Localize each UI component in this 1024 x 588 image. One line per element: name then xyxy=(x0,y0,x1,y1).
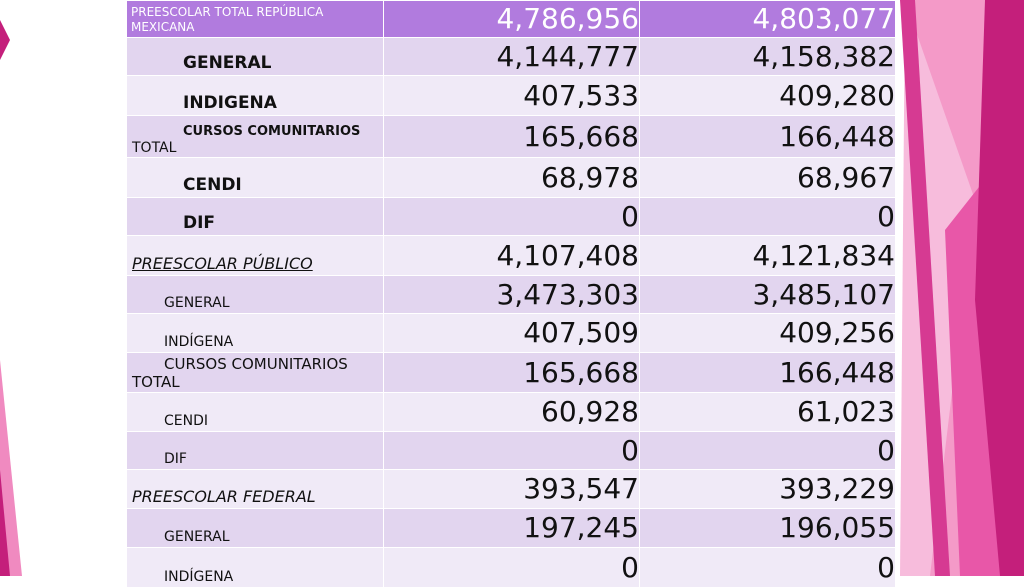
deco-left-arrow xyxy=(0,20,10,60)
deco-shape-pink xyxy=(905,0,1024,576)
row-label-cell: INDÍGENA xyxy=(126,547,384,588)
row-value-1: 60,928 xyxy=(383,392,640,432)
row-label-cell: GENERAL xyxy=(126,275,384,314)
row-value-1: 3,473,303 xyxy=(383,275,640,314)
row-label: INDÍGENA xyxy=(164,334,234,350)
row-label-cell: PREESCOLAR FEDERAL xyxy=(126,469,384,509)
table-row: INDÍGENA 0 0 xyxy=(126,547,896,588)
row-value-2: 0 xyxy=(639,197,896,236)
row-label-cell: GENERAL xyxy=(126,508,384,548)
row-value-1: 4,107,408 xyxy=(383,235,640,276)
row-label: INDÍGENA xyxy=(164,569,234,585)
header-value-2: 4,803,077 xyxy=(639,0,896,38)
header-label: PREESCOLAR TOTAL REPÚBLICA MEXICANA xyxy=(131,5,324,34)
row-label-cell: CENDI xyxy=(126,157,384,198)
table-row: CURSOS COMUNITARIOS TOTAL 165,668 166,44… xyxy=(126,115,896,158)
row-label-line1: CURSOS COMUNITARIOS xyxy=(164,355,348,373)
row-value-1: 165,668 xyxy=(383,115,640,158)
table-row: DIF 0 0 xyxy=(126,197,896,236)
row-value-1: 393,547 xyxy=(383,469,640,509)
header-label-cell: PREESCOLAR TOTAL REPÚBLICA MEXICANA xyxy=(126,0,384,38)
row-label-cell: DIF xyxy=(126,431,384,470)
row-value-2: 393,229 xyxy=(639,469,896,509)
table-row: PREESCOLAR FEDERAL 393,547 393,229 xyxy=(126,469,896,509)
table-row: GENERAL 3,473,303 3,485,107 xyxy=(126,275,896,314)
row-value-2: 409,256 xyxy=(639,313,896,353)
table-header-row: PREESCOLAR TOTAL REPÚBLICA MEXICANA 4,78… xyxy=(126,0,896,38)
row-value-2: 0 xyxy=(639,431,896,470)
row-label-cell: DIF xyxy=(126,197,384,236)
row-value-2: 166,448 xyxy=(639,352,896,393)
row-label-line2: TOTAL xyxy=(132,140,177,156)
row-value-1: 0 xyxy=(383,547,640,588)
row-label: INDIGENA xyxy=(183,93,277,113)
row-value-1: 197,245 xyxy=(383,508,640,548)
row-value-1: 407,509 xyxy=(383,313,640,353)
row-label: CENDI xyxy=(164,413,209,429)
enrollment-table: PREESCOLAR TOTAL REPÚBLICA MEXICANA 4,78… xyxy=(126,0,896,588)
row-label: GENERAL xyxy=(164,295,230,311)
deco-left-magenta xyxy=(0,470,10,576)
table-row: PREESCOLAR PÚBLICO 4,107,408 4,121,834 xyxy=(126,235,896,276)
row-value-2: 4,158,382 xyxy=(639,37,896,76)
row-value-2: 61,023 xyxy=(639,392,896,432)
row-value-2: 68,967 xyxy=(639,157,896,198)
deco-shape-mid xyxy=(945,130,1024,576)
row-value-2: 196,055 xyxy=(639,508,896,548)
table-row: DIF 0 0 xyxy=(126,431,896,470)
table-row: CENDI 68,978 68,967 xyxy=(126,157,896,198)
table-row: GENERAL 4,144,777 4,158,382 xyxy=(126,37,896,76)
row-label: DIF xyxy=(164,451,187,467)
row-label-cell: GENERAL xyxy=(126,37,384,76)
table-row: INDIGENA 407,533 409,280 xyxy=(126,75,896,116)
deco-shape-light xyxy=(900,0,975,576)
row-value-1: 0 xyxy=(383,431,640,470)
row-label: DIF xyxy=(183,213,216,233)
deco-left-pink xyxy=(0,360,22,576)
row-label: PREESCOLAR FEDERAL xyxy=(132,487,316,506)
row-label-line2: TOTAL xyxy=(132,373,180,391)
header-value-1: 4,786,956 xyxy=(383,0,640,38)
row-label-cell: CURSOS COMUNITARIOS TOTAL xyxy=(126,115,384,158)
row-value-1: 165,668 xyxy=(383,352,640,393)
table-row: INDÍGENA 407,509 409,256 xyxy=(126,313,896,353)
row-label-cell: CURSOS COMUNITARIOS TOTAL xyxy=(126,352,384,393)
row-value-2: 4,121,834 xyxy=(639,235,896,276)
row-value-2: 409,280 xyxy=(639,75,896,116)
row-value-2: 0 xyxy=(639,547,896,588)
row-value-1: 0 xyxy=(383,197,640,236)
table-row: CURSOS COMUNITARIOS TOTAL 165,668 166,44… xyxy=(126,352,896,393)
deco-shape-magenta xyxy=(975,0,1024,576)
deco-shape-strip xyxy=(900,0,950,576)
row-value-1: 68,978 xyxy=(383,157,640,198)
row-label: PREESCOLAR PÚBLICO xyxy=(132,254,313,273)
row-label-line1: CURSOS COMUNITARIOS xyxy=(183,124,361,139)
row-value-1: 4,144,777 xyxy=(383,37,640,76)
row-label: CENDI xyxy=(183,175,242,195)
row-label-cell: INDIGENA xyxy=(126,75,384,116)
row-label-cell: CENDI xyxy=(126,392,384,432)
table-row: CENDI 60,928 61,023 xyxy=(126,392,896,432)
row-label-cell: INDÍGENA xyxy=(126,313,384,353)
row-label: GENERAL xyxy=(183,53,272,73)
table-row: GENERAL 197,245 196,055 xyxy=(126,508,896,548)
row-label: GENERAL xyxy=(164,529,230,545)
row-value-1: 407,533 xyxy=(383,75,640,116)
row-label-cell: PREESCOLAR PÚBLICO xyxy=(126,235,384,276)
row-value-2: 3,485,107 xyxy=(639,275,896,314)
row-value-2: 166,448 xyxy=(639,115,896,158)
